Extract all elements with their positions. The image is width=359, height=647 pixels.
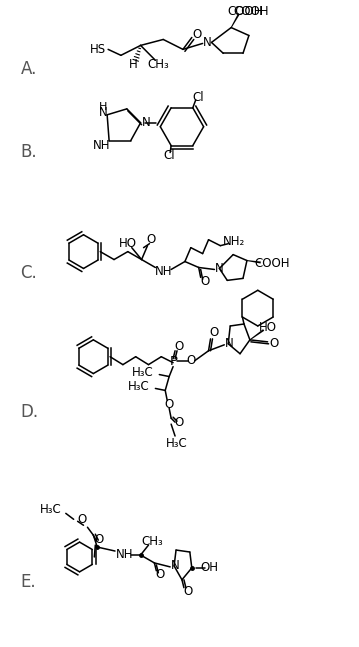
Text: O: O [95, 532, 104, 545]
Text: E.: E. [20, 573, 36, 591]
Text: N: N [225, 337, 234, 350]
Text: O: O [174, 415, 184, 429]
Text: P: P [170, 355, 178, 368]
Text: O: O [192, 28, 201, 41]
Text: H₃C: H₃C [166, 437, 188, 450]
Text: O: O [147, 233, 156, 247]
Text: H₃C: H₃C [132, 366, 153, 379]
Polygon shape [247, 260, 261, 263]
Text: O: O [186, 354, 195, 367]
Text: NH: NH [154, 265, 172, 278]
Text: HS: HS [90, 43, 106, 56]
Text: H₃C: H₃C [128, 380, 149, 393]
Text: O: O [174, 340, 184, 353]
Text: N: N [203, 36, 212, 49]
Text: O: O [183, 585, 192, 598]
Text: CH₃: CH₃ [141, 534, 163, 547]
Text: COOH: COOH [227, 5, 263, 18]
Text: C.: C. [20, 265, 37, 283]
Text: O: O [77, 513, 86, 526]
Text: O: O [200, 275, 209, 288]
Text: Cl: Cl [163, 149, 175, 162]
Text: O: O [164, 398, 174, 411]
Text: N: N [171, 560, 180, 573]
Text: A.: A. [20, 60, 37, 78]
Text: NH: NH [116, 549, 134, 562]
Text: NH: NH [93, 139, 110, 152]
Text: D.: D. [20, 403, 39, 421]
Text: O: O [156, 568, 165, 581]
Text: OH: OH [201, 562, 219, 575]
Text: N: N [99, 106, 108, 119]
Text: NH₂: NH₂ [223, 236, 245, 248]
Text: CH₃: CH₃ [148, 58, 169, 71]
Text: O: O [269, 337, 278, 350]
Text: O: O [210, 327, 219, 340]
Text: HO: HO [258, 322, 277, 334]
Text: H₃C: H₃C [40, 503, 62, 516]
Polygon shape [250, 329, 264, 340]
Text: Cl: Cl [192, 91, 204, 104]
Text: N: N [215, 262, 224, 275]
Text: COOH: COOH [255, 257, 290, 270]
Text: HO: HO [119, 237, 137, 250]
Text: H: H [99, 102, 107, 112]
Text: COOH: COOH [233, 5, 269, 18]
Polygon shape [231, 13, 240, 28]
Text: N: N [142, 116, 151, 129]
Text: H: H [129, 58, 138, 71]
Text: B.: B. [20, 144, 37, 162]
